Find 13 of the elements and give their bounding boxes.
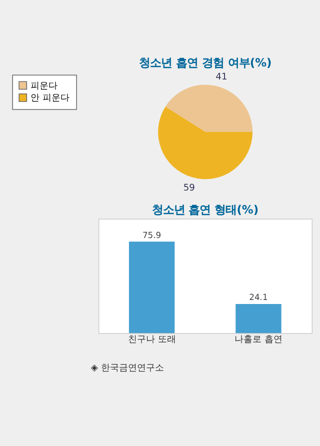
data-label: 41 xyxy=(216,72,228,82)
text: ◈ 한국금연연구소 xyxy=(90,363,164,374)
chart-title: 청소년 흡연 형태(%) xyxy=(152,202,259,216)
x-tick-label: 나홀로 흡연 xyxy=(234,334,282,345)
pie-slice xyxy=(165,84,253,132)
legend-label: 안 피운다 xyxy=(30,94,70,104)
data-label: 75.9 xyxy=(142,230,162,240)
legend-label: 피운다 xyxy=(30,82,58,92)
data-label: 24.1 xyxy=(249,292,268,302)
data-label: 59 xyxy=(183,184,196,194)
x-tick-label: 친구나 또래 xyxy=(128,334,176,345)
pie-slice xyxy=(158,106,253,180)
chart-title: 청소년 흡연 경험 여부(%) xyxy=(138,55,272,70)
